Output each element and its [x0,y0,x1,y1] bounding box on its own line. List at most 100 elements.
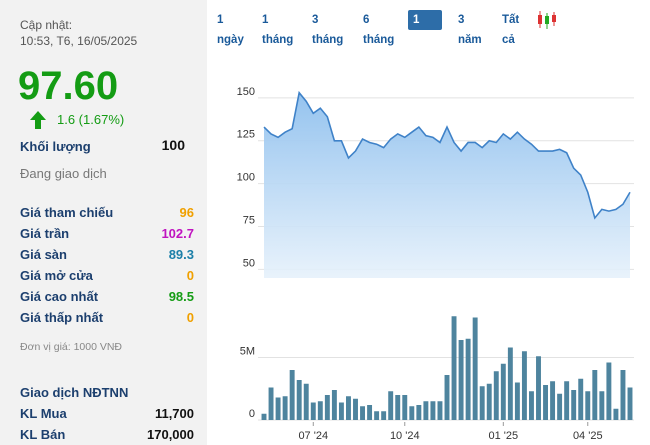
volume-bar [360,406,366,420]
volume-bar [338,402,344,420]
volume-bar [303,383,309,420]
volume-bar [402,395,408,420]
volume-label: Khối lượng [20,139,91,154]
row-value: 0 [186,268,194,283]
volume-bar [395,395,401,420]
foreign-label: KL Mua [20,406,67,421]
row-value: 98.5 [168,289,194,304]
period-tab[interactable]: Tất cả [502,14,520,46]
period-tab[interactable]: 1 tháng [262,14,294,46]
volume-bar [493,371,499,420]
volume-bar [479,386,485,420]
volume-bar [451,316,457,420]
candle-icon[interactable] [536,10,558,30]
volume-bar [444,375,450,420]
volume-bar [465,338,471,420]
volume-bar [261,413,267,420]
volume-bar [585,391,591,420]
volume-bar [486,383,492,420]
x-tick-label: 10 '24 [390,430,420,442]
y-tick-label: 50 [243,257,255,269]
row-label: Giá trần [20,226,70,241]
volume-bar [423,401,429,420]
volume-bar [627,387,633,420]
volume-bar [472,317,478,420]
row-value: 0 [186,310,194,325]
update-time: 10:53, T6, 16/05/2025 [20,34,138,48]
volume-bar [331,390,337,420]
volume-bar [345,396,351,420]
volume-bar [528,391,534,420]
volume-bar [275,397,281,420]
volume: 100 [161,137,185,153]
volume-bar [536,356,541,420]
volume-bar [282,396,288,420]
price-line [263,90,631,220]
volume-bar [430,401,436,420]
period-tab[interactable]: 3 năm [458,14,482,46]
volume-bar [599,391,605,420]
volume-bar [317,401,323,420]
volume-bar [381,411,387,420]
volume-bar [268,387,274,420]
row-value: 89.3 [168,247,194,262]
row-label: Giá tham chiếu [20,205,114,220]
volume-bar [550,381,556,420]
foreign-value: 11,700 [154,406,194,421]
foreign-title: Giao dịch NĐTNN [20,385,129,400]
volume-bar [578,378,584,420]
volume-bar [388,391,394,420]
y-tick-label: 5M [240,345,255,357]
row-value: 102.7 [161,226,194,241]
volume-bar [374,411,380,420]
volume-bar [324,395,330,420]
update-label: Cập nhật: [20,18,73,32]
volume-bar [620,370,626,420]
row-label: Giá mở cửa [20,268,93,283]
y-tick-label: 0 [249,408,255,420]
foreign-value: 170,000 [147,427,194,442]
volume-bar [571,390,577,420]
volume-bar [289,370,295,420]
volume-bar [437,401,443,420]
price-change: 1.6 (1.67%) [57,112,125,127]
foreign-label: KL Bán [20,427,66,442]
y-tick-label: 125 [237,129,255,141]
volume-bar [613,408,619,420]
volume-bar [507,347,513,420]
info-panel: Cập nhật: 10:53, T6, 16/05/2025 97.60 1.… [0,0,207,445]
volume-bar [606,362,612,420]
unit-note: Đơn vị giá: 1000 VNĐ [20,341,123,353]
period-tab[interactable]: 3 tháng [312,14,344,46]
volume-bar [296,380,302,420]
status: Đang giao dịch [20,166,107,181]
y-tick-label: 75 [243,214,255,226]
row-value: 96 [179,205,194,220]
x-tick-label: 01 '25 [488,430,518,442]
volume-bar [409,406,415,420]
y-tick-label: 150 [237,86,255,98]
volume-bar [416,405,422,420]
volume-bar [310,402,316,420]
x-tick-label: 07 '24 [298,430,328,442]
volume-bar [564,381,570,420]
area-fill [264,92,630,278]
volume-bar [521,351,527,420]
period-tab[interactable]: 1 năm [408,10,442,46]
period-tab[interactable]: 1 ngày [217,14,244,46]
row-label: Giá sàn [20,247,67,262]
volume-bar [367,405,373,420]
period-tab[interactable]: 6 tháng [363,14,395,46]
volume-bar [458,340,464,420]
up-arrow [30,111,46,129]
row-label: Giá thấp nhất [20,310,104,325]
volume-bar [557,393,563,420]
y-tick-label: 100 [237,172,255,184]
volume-bar [500,363,506,420]
volume-bar [353,398,358,420]
volume-bar [543,385,549,420]
row-label: Giá cao nhất [20,289,99,304]
volume-bar [592,370,598,420]
